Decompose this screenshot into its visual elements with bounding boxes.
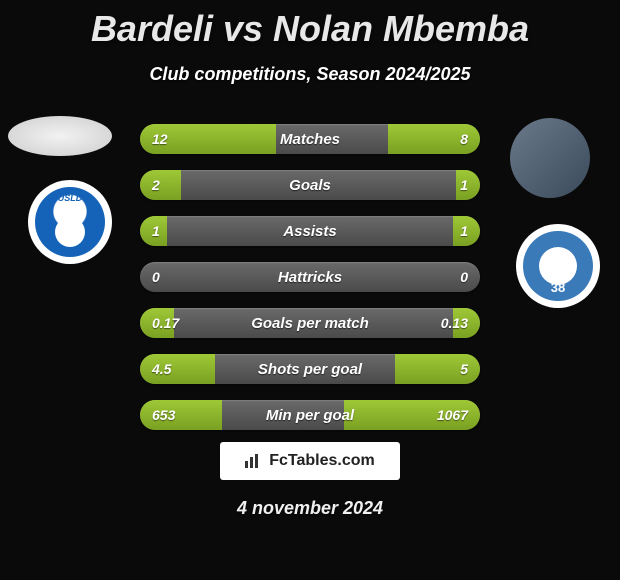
stat-row: 653 1067 Min per goal <box>140 400 480 430</box>
stat-label: Goals per match <box>251 315 369 332</box>
brand-text: FcTables.com <box>269 452 375 470</box>
stat-row: 1 1 Assists <box>140 216 480 246</box>
stat-label: Min per goal <box>266 407 354 424</box>
stat-value-left: 0.17 <box>152 315 179 331</box>
stat-value-left: 4.5 <box>152 361 171 377</box>
brand-badge[interactable]: FcTables.com <box>220 442 400 480</box>
stat-value-left: 2 <box>152 177 160 193</box>
stat-value-right: 1 <box>460 223 468 239</box>
stat-value-right: 5 <box>460 361 468 377</box>
stat-value-right: 1067 <box>437 407 468 423</box>
stat-value-left: 12 <box>152 131 168 147</box>
stat-value-right: 0.13 <box>441 315 468 331</box>
club-logo-left: USLD <box>28 180 112 264</box>
page-subtitle: Club competitions, Season 2024/2025 <box>0 64 620 85</box>
stat-row: 2 1 Goals <box>140 170 480 200</box>
stat-value-right: 8 <box>460 131 468 147</box>
stat-value-left: 653 <box>152 407 175 423</box>
stat-label: Shots per goal <box>258 361 362 378</box>
soccer-ball-icon <box>55 217 85 247</box>
stat-value-left: 1 <box>152 223 160 239</box>
stat-row: 0.17 0.13 Goals per match <box>140 308 480 338</box>
stat-label: Goals <box>289 177 331 194</box>
stat-value-left: 0 <box>152 269 160 285</box>
club-logo-right: 38 <box>516 224 600 308</box>
stat-fill-left <box>140 170 181 200</box>
stat-row: 4.5 5 Shots per goal <box>140 354 480 384</box>
date-text: 4 november 2024 <box>237 498 383 519</box>
stat-label: Hattricks <box>278 269 342 286</box>
stat-label: Assists <box>283 223 336 240</box>
bar-chart-icon <box>245 454 263 468</box>
player-photo-left <box>8 116 112 156</box>
stat-value-right: 0 <box>460 269 468 285</box>
stat-row: 12 8 Matches <box>140 124 480 154</box>
stats-container: 12 8 Matches 2 1 Goals 1 1 Assists 0 0 Hattricks 0.1… <box>140 124 480 446</box>
club-logo-left-text: USLD <box>58 193 83 203</box>
stat-label: Matches <box>280 131 340 148</box>
stat-row: 0 0 Hattricks <box>140 262 480 292</box>
stat-value-right: 1 <box>460 177 468 193</box>
club-logo-right-text: 38 <box>551 280 565 295</box>
page-title: Bardeli vs Nolan Mbemba <box>0 0 620 50</box>
player-photo-right <box>510 118 590 198</box>
